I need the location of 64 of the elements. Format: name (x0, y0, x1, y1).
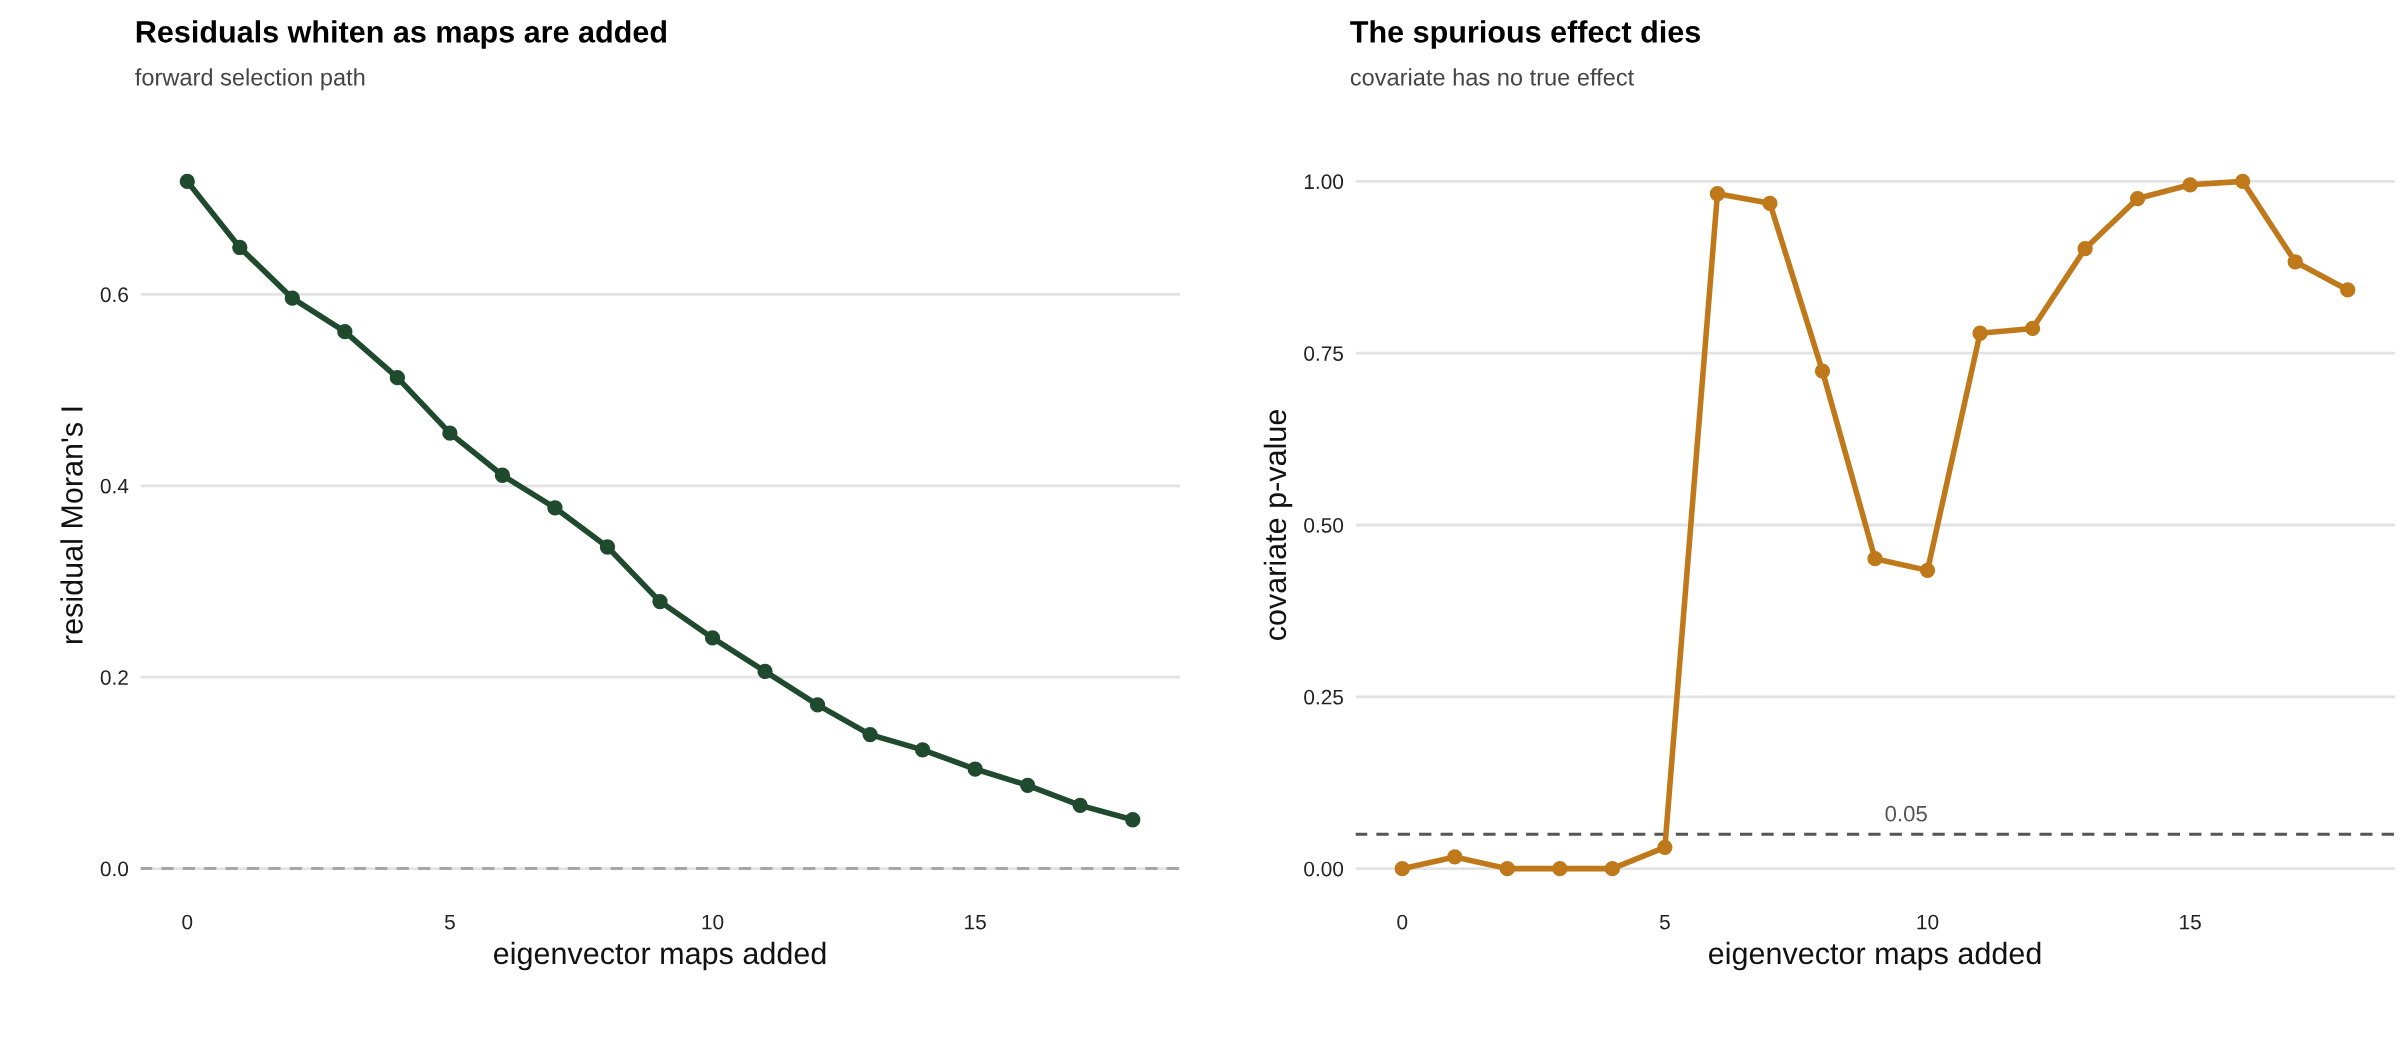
point (284, 290, 300, 306)
x-tick-label: 0 (182, 914, 193, 930)
point (1814, 363, 1831, 379)
point (1125, 812, 1141, 828)
y-tick-label: 0.25 (1304, 689, 1344, 705)
point (2340, 282, 2356, 298)
point (757, 663, 773, 680)
point (2077, 241, 2093, 257)
point (442, 425, 458, 441)
point (389, 369, 406, 386)
x-tick-label: 5 (1659, 914, 1670, 930)
point (704, 630, 721, 646)
y-tick-label: 0.50 (1304, 518, 1344, 533)
x-tick-label: 0 (1397, 914, 1408, 930)
ref-line-label: 0.05 (1885, 805, 1927, 822)
point (2129, 190, 2146, 207)
point (1020, 777, 1036, 793)
point (494, 467, 511, 483)
y-axis-title: residual Moran's I (60, 407, 83, 644)
point (1867, 551, 1883, 567)
point (2235, 173, 2251, 190)
point (967, 761, 983, 777)
point (652, 593, 668, 610)
point (1072, 797, 1088, 814)
y-tick-label: 0.6 (100, 287, 128, 303)
point (547, 500, 563, 516)
point (1972, 325, 1988, 341)
point (232, 239, 248, 256)
x-tick-label: 15 (965, 914, 986, 930)
point (1919, 562, 1936, 578)
point (1657, 839, 1673, 855)
point (1447, 849, 1463, 865)
chart-subtitle: forward selection path (135, 68, 365, 91)
x-tick-label: 10 (702, 914, 724, 930)
x-axis-title: eigenvector maps added (1709, 941, 2041, 971)
point (179, 173, 195, 190)
y-tick-label: 0.75 (1304, 346, 1344, 361)
point (914, 742, 931, 758)
chart-title: Residuals whiten as maps are added (136, 20, 666, 49)
x-tick-label: 10 (1917, 914, 1939, 930)
point (1762, 195, 1778, 211)
x-axis-title: eigenvector maps added (493, 941, 826, 971)
point (337, 324, 353, 340)
point (1552, 860, 1568, 877)
chart-title: The spurious effect dies (1350, 20, 1701, 49)
point (1499, 860, 1515, 877)
x-tick-label: 5 (444, 914, 455, 930)
point (2182, 177, 2198, 193)
point (862, 726, 878, 743)
y-tick-label: 0.4 (100, 478, 129, 494)
y-tick-label: 0.2 (100, 670, 128, 685)
y-tick-label: 0.00 (1304, 861, 1344, 877)
point (1709, 186, 1726, 202)
point (2287, 254, 2303, 270)
point (1604, 860, 1621, 877)
point (599, 539, 616, 555)
x-tick-label: 15 (2180, 914, 2201, 930)
point (1394, 860, 1410, 877)
y-axis-title: covariate p-value (1263, 410, 1293, 641)
chart-subtitle: covariate has no true effect (1350, 68, 1635, 86)
y-tick-label: 1.00 (1304, 174, 1344, 190)
point (2024, 320, 2041, 337)
point (809, 697, 826, 713)
y-tick-label: 0.0 (100, 861, 129, 877)
